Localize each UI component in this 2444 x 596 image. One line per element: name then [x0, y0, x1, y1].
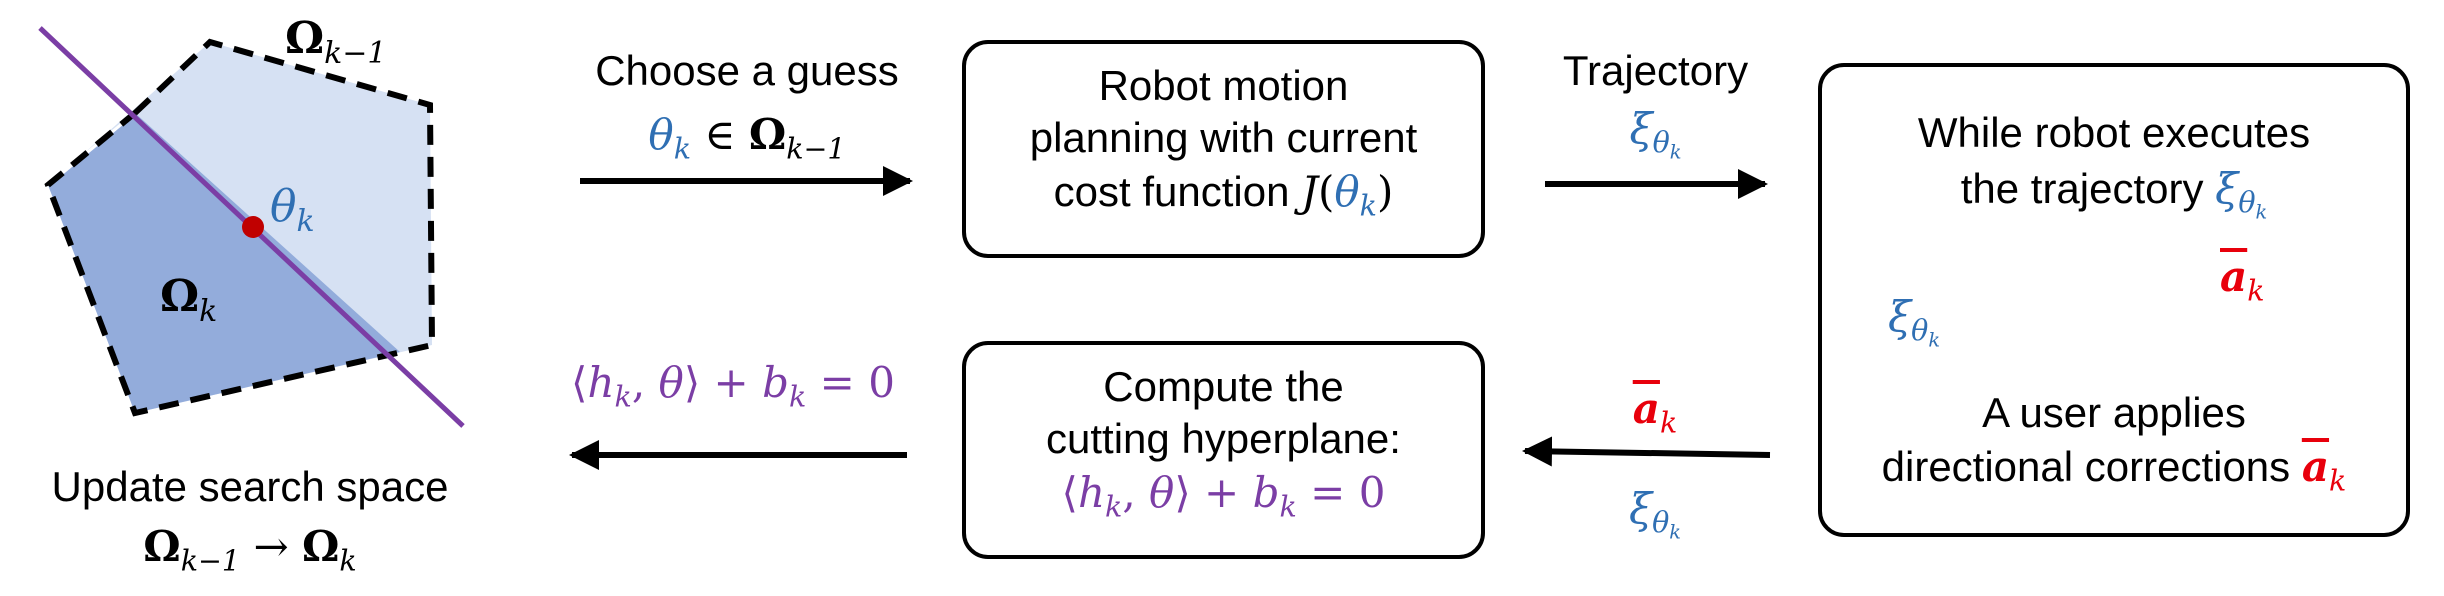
- cutting-line-2: cutting hyperplane:: [1046, 415, 1401, 462]
- polygon-dashed-outline: [44, 38, 436, 417]
- guess-point: [242, 216, 264, 238]
- equals-zero: = 0: [1296, 468, 1386, 517]
- execution-line-1: While robot executes: [1917, 109, 2311, 156]
- a-subscript: k: [2247, 273, 2265, 308]
- corrections-text: directional corrections: [1881, 443, 2302, 490]
- cutting-hyperplane-box: Compute the cutting hyperplane: ⟨hk, θ⟩ …: [962, 341, 1485, 559]
- left-angle-glyph: ⟨: [571, 358, 588, 407]
- motion-planning-box: Robot motion planning with current cost …: [962, 40, 1485, 258]
- theta-symbol: θ: [648, 110, 674, 159]
- b-symbol: b: [762, 358, 789, 407]
- omega-subscript: k−1: [324, 35, 387, 71]
- xi-symbol: ξ: [1628, 484, 1653, 533]
- comma-glyph: ,: [1122, 468, 1150, 517]
- theta-symbol: θ: [658, 358, 684, 407]
- feedback-correction-label: ak: [1560, 384, 1750, 437]
- xi-subsubscript: k: [1669, 141, 1682, 165]
- plus-glyph: +: [700, 358, 763, 407]
- planning-line-1: Robot motion: [1098, 62, 1349, 109]
- a-subscript: k: [1659, 405, 1678, 440]
- a-subscript: k: [2329, 463, 2347, 498]
- theta-symbol: θ: [1149, 468, 1175, 517]
- correction-vector-label: ak: [2220, 252, 2265, 305]
- equals-zero: = 0: [806, 358, 895, 407]
- a-symbol: a: [2220, 252, 2248, 301]
- xi-subsubscript: k: [1928, 329, 1941, 353]
- curve-xi-label: ξθk: [1888, 292, 1940, 350]
- xi-subscript: θ: [1652, 505, 1670, 540]
- choose-guess-label: Choose a guess: [552, 46, 942, 96]
- execution-line-4: directional corrections ak: [1822, 441, 2406, 495]
- plus-glyph: +: [1190, 468, 1253, 517]
- omega-symbol: Ω: [285, 13, 325, 64]
- update-transition: Ωk−1 → Ωk: [0, 522, 500, 575]
- xi-subsubscript: k: [2255, 201, 2268, 225]
- xi-subsubscript: k: [1669, 521, 1682, 545]
- xi-subscript: θ: [1652, 125, 1670, 160]
- comma-glyph: ,: [631, 358, 659, 407]
- h-subscript: k: [614, 379, 632, 414]
- h-symbol: h: [1077, 468, 1105, 517]
- correction-expression: a: [2302, 442, 2329, 491]
- theta-subscript: k: [296, 203, 315, 239]
- theta-symbol: θ: [270, 181, 297, 232]
- right-angle-glyph: ⟩: [1174, 468, 1191, 517]
- guess-expression: θk ∈ Ωk−1: [552, 110, 942, 163]
- update-search-space-text: Update search space: [0, 462, 500, 512]
- xi-expression: ξθk: [2215, 164, 2267, 222]
- guess-point-label: θk: [270, 181, 315, 237]
- planning-line-3: cost function J(θk): [1053, 167, 1394, 223]
- prev-region-label: Ωk−1: [285, 13, 386, 69]
- hyperplane-equation: ⟨hk, θ⟩ + bk = 0: [528, 358, 938, 411]
- trajectory-text: Trajectory: [1562, 47, 1749, 94]
- execution-box: While robot executes the trajectory ξθk …: [1818, 63, 2410, 537]
- h-subscript: k: [1105, 489, 1123, 524]
- theta-subscript: k: [673, 131, 691, 166]
- trajectory-label: Trajectory: [1528, 46, 1783, 96]
- from-omega: Ω: [143, 522, 181, 571]
- omega-subscript: k: [199, 293, 218, 329]
- left-angle-glyph: ⟨: [1061, 468, 1078, 517]
- xi-subscript: θ: [1911, 313, 1929, 348]
- right-angle-glyph: ⟩: [683, 358, 701, 407]
- omega-symbol: Ω: [748, 110, 787, 159]
- cutting-equation: ⟨hk, θ⟩ + bk = 0: [966, 467, 1481, 521]
- update-text: Update search space: [51, 463, 449, 510]
- theta-subscript: k: [1359, 188, 1377, 223]
- feedback-trajectory-label: ξθk: [1560, 484, 1750, 542]
- xi-symbol: ξ: [1888, 292, 1912, 341]
- from-omega-subscript: k−1: [180, 543, 241, 578]
- cost-function-symbol: J: [1301, 167, 1318, 216]
- omega-symbol: Ω: [160, 271, 200, 322]
- element-of-glyph: ∈: [704, 110, 736, 159]
- to-omega: Ω: [302, 522, 340, 571]
- xi-symbol: ξ: [2215, 164, 2239, 213]
- xi-symbol: ξ: [1629, 104, 1653, 153]
- b-subscript: k: [1279, 489, 1297, 524]
- xi-subscript: θ: [2238, 185, 2256, 220]
- a-symbol: a: [2301, 442, 2330, 491]
- cutting-line-1: Compute the: [1103, 363, 1344, 410]
- omega-subscript: k−1: [786, 131, 846, 166]
- curr-search-region: [48, 113, 400, 413]
- a-symbol: a: [1632, 384, 1660, 433]
- correction-arrow: [1522, 436, 1771, 467]
- b-symbol: b: [1252, 468, 1280, 517]
- trajectory-text: the trajectory: [1960, 165, 2216, 212]
- execution-line-3: A user applies: [1982, 389, 2246, 436]
- execution-line-2: the trajectory ξθk: [1822, 163, 2406, 222]
- curr-region-label: Ωk: [160, 271, 217, 327]
- cost-function-text: cost function: [1053, 168, 1302, 215]
- trajectory-symbol: ξθk: [1528, 104, 1783, 162]
- planning-line-2: planning with current: [1029, 114, 1418, 161]
- to-omega-subscript: k: [339, 543, 357, 578]
- h-symbol: h: [587, 358, 615, 407]
- b-subscript: k: [789, 379, 807, 414]
- transition-arrow-glyph: →: [253, 522, 289, 571]
- choose-guess-text: Choose a guess: [595, 47, 899, 94]
- theta-symbol: θ: [1334, 167, 1360, 216]
